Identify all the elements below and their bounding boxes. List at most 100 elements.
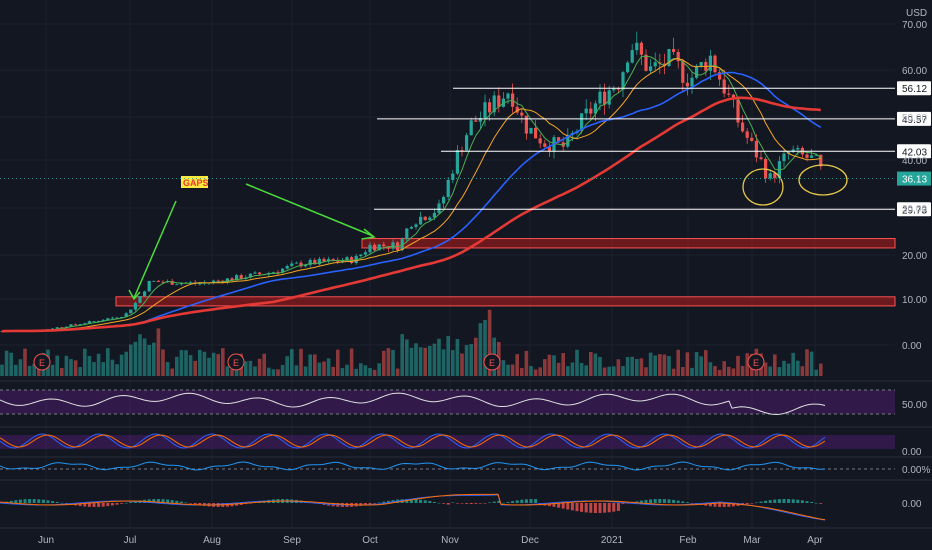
macd-histogram-bar bbox=[189, 503, 193, 504]
level-price-tag bbox=[897, 81, 931, 96]
candle-body bbox=[345, 257, 349, 261]
earnings-marker-label: E bbox=[233, 358, 239, 368]
candle-body bbox=[557, 137, 561, 143]
macd-histogram-bar bbox=[166, 499, 170, 503]
volume-bar bbox=[418, 347, 423, 376]
macd-histogram-bar bbox=[46, 500, 50, 503]
annotations: GAPS E E E E bbox=[33, 164, 848, 371]
volume-bar bbox=[763, 362, 768, 376]
volume-bar bbox=[23, 348, 27, 376]
time-axis[interactable]: Jun Jul Aug Sep Oct Nov Dec 2021 Feb Mar Apr bbox=[0, 527, 932, 546]
volume-bar bbox=[92, 362, 96, 376]
macd-histogram-bar bbox=[603, 503, 607, 513]
candle-body bbox=[258, 272, 262, 275]
macd-histogram-bar bbox=[368, 503, 372, 505]
candle-body bbox=[754, 140, 758, 158]
macd-histogram-bar bbox=[685, 502, 689, 503]
volume-bar bbox=[602, 367, 607, 376]
candle-body bbox=[593, 103, 597, 114]
macd-histogram-bar bbox=[547, 503, 551, 507]
volume-bar bbox=[409, 347, 414, 376]
volume-bar bbox=[786, 363, 791, 376]
candle-body bbox=[285, 265, 289, 269]
volume-bar bbox=[331, 366, 335, 376]
candle-body bbox=[124, 313, 128, 318]
candle-body bbox=[538, 138, 542, 144]
volume-bar bbox=[0, 364, 4, 376]
candle-body bbox=[727, 93, 731, 95]
macd-histogram-bar bbox=[156, 499, 160, 503]
volume-bar bbox=[805, 349, 809, 376]
gap-arrow-head bbox=[128, 289, 141, 301]
macd-histogram-bar bbox=[644, 499, 648, 503]
macd-histogram-bar bbox=[819, 503, 823, 504]
moving-average-line bbox=[1, 55, 822, 332]
roc-line bbox=[0, 461, 826, 471]
candle-body bbox=[129, 309, 133, 314]
gap-zone-border bbox=[115, 296, 896, 307]
candle-body bbox=[580, 113, 584, 132]
macd-histogram-bar bbox=[455, 503, 459, 504]
price-tick-label: 20.00 bbox=[902, 251, 927, 262]
volume-bar bbox=[432, 343, 437, 376]
macd-histogram-bar bbox=[152, 499, 156, 503]
volume-bar bbox=[230, 369, 234, 376]
macd-histogram-bar bbox=[593, 503, 597, 513]
volume-bar bbox=[653, 355, 657, 376]
macd-histogram-bar bbox=[60, 502, 64, 504]
macd-histogram-bar bbox=[589, 503, 593, 513]
candle-body bbox=[681, 61, 685, 83]
volume-bar bbox=[437, 338, 441, 376]
candle-body bbox=[478, 118, 482, 122]
macd-histogram-bar bbox=[731, 503, 735, 507]
macd-histogram-bar bbox=[64, 503, 68, 504]
volume-bar bbox=[543, 359, 547, 376]
candle-body bbox=[750, 137, 754, 141]
volume-bar bbox=[524, 350, 529, 376]
volume-bar bbox=[9, 352, 13, 376]
macd-histogram-bar bbox=[41, 499, 45, 503]
horizontal-levels[interactable]: 56.12 49.57 42.03 29.73 bbox=[374, 81, 931, 217]
macd-histogram-bar bbox=[570, 503, 574, 511]
volume-bar bbox=[648, 352, 653, 376]
volume-bar bbox=[340, 368, 345, 376]
volume-bar bbox=[474, 337, 478, 376]
price-tick-label: 10.00 bbox=[902, 295, 927, 306]
volume-bar bbox=[598, 356, 602, 376]
candle-body bbox=[391, 242, 395, 249]
candle-body bbox=[198, 283, 202, 285]
volume-bar bbox=[216, 354, 220, 376]
macd-histogram-bar bbox=[460, 503, 464, 504]
volume-bar bbox=[460, 353, 464, 376]
macd-histogram-bar bbox=[497, 500, 501, 503]
macd-histogram-bar bbox=[814, 502, 818, 504]
volume-bar bbox=[768, 366, 772, 376]
indicator-panels: 50.00 0.00 0.00% 0.00 bbox=[0, 380, 932, 521]
macd-histogram-bar bbox=[446, 503, 450, 505]
level-price-label: 42.03 bbox=[902, 147, 927, 158]
candle-body bbox=[189, 282, 193, 284]
macd-histogram-bar bbox=[713, 503, 717, 507]
level-price-label: 29.73 bbox=[902, 205, 927, 216]
volume-bar bbox=[170, 368, 174, 376]
rsi-band bbox=[0, 390, 895, 414]
candle-body bbox=[304, 264, 308, 267]
macd-histogram-bar bbox=[124, 502, 128, 504]
price-axis[interactable]: 70.00 60.00 50.00 40.00 30.00 20.00 10.00 0.00 3… bbox=[0, 20, 931, 352]
macd-histogram-bar bbox=[566, 503, 570, 510]
candle-body bbox=[695, 65, 699, 78]
macd-histogram-bar bbox=[561, 503, 565, 509]
macd-histogram-bar bbox=[428, 501, 432, 503]
candle-body bbox=[64, 326, 68, 328]
volume-bar bbox=[317, 362, 322, 376]
macd-histogram-bar bbox=[708, 503, 712, 507]
volume-bar bbox=[124, 351, 128, 376]
volume-bar bbox=[60, 368, 64, 376]
candle-body bbox=[529, 127, 533, 134]
macd-histogram-bar bbox=[437, 502, 441, 504]
macd-histogram-bar bbox=[382, 501, 386, 503]
price-tick-label: 30.00 bbox=[902, 204, 927, 215]
volume-bar bbox=[469, 344, 473, 376]
macd-histogram-bar bbox=[432, 501, 436, 503]
